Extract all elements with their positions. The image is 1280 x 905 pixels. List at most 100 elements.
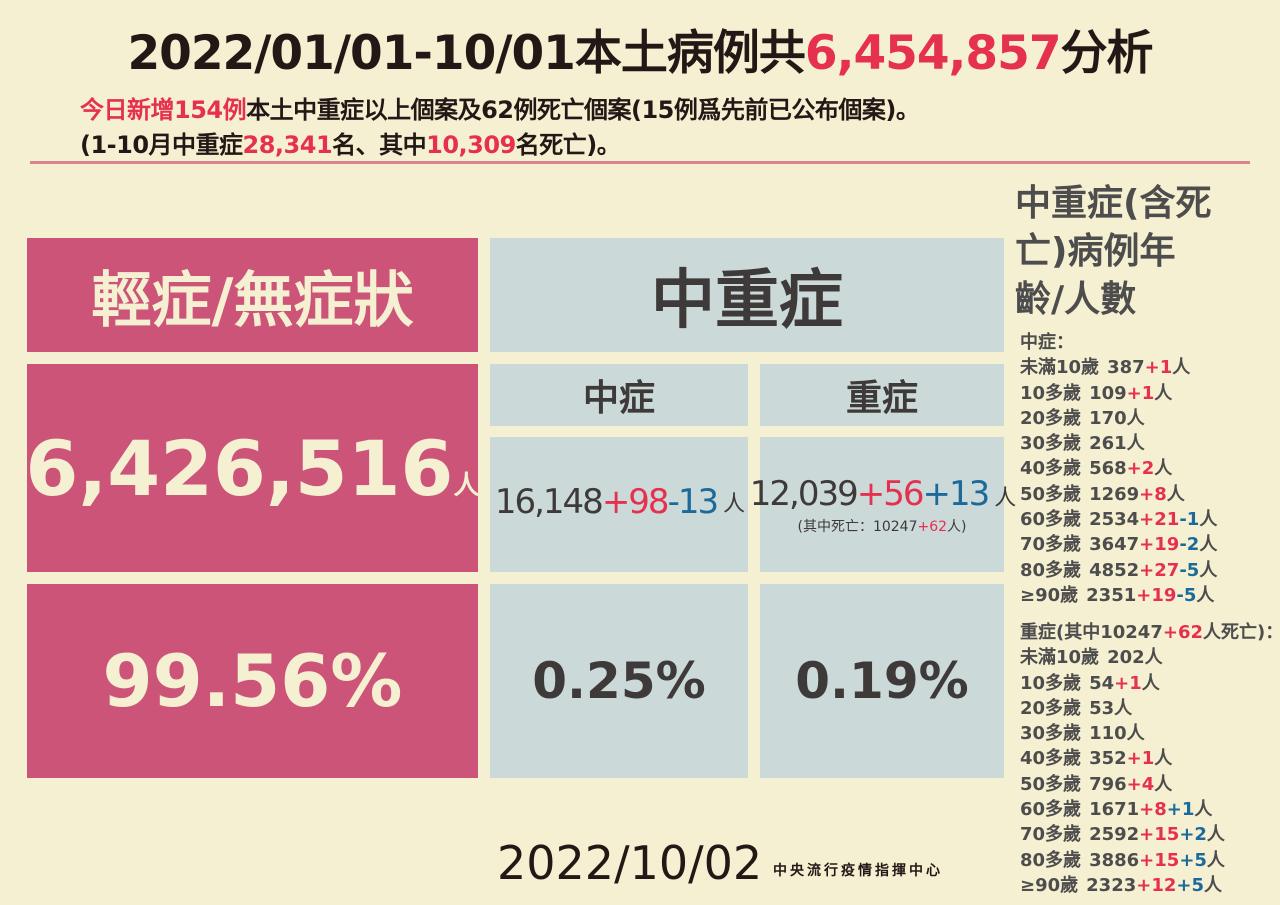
age-label: 60多歲 [1020,509,1082,531]
moderate-add: +98 [601,481,670,522]
age-unit: 人 [1114,697,1133,719]
summary-today: 今日新增154例 [80,96,247,124]
critical-count: 12,039+56+13 人 [749,473,1017,514]
summary-text: 名、其中 [332,131,427,159]
age-base: 53 [1089,697,1115,719]
age-label: 80多歲 [1020,849,1082,871]
summary-deaths-total: 10,309 [426,131,516,159]
age-unit: 人 [1126,433,1145,455]
age-add: +1 [1144,357,1173,379]
age-unit: 人 [1154,773,1173,795]
age-panel-title: 中重症(含死亡)病例年齡/人數 [1015,183,1212,320]
age-label: 10多歲 [1020,382,1082,404]
heading-add: +62 [1162,622,1203,643]
title-prefix: 2022/01/01-10/01本土病例共 [127,26,805,81]
age-label: 70多歲 [1020,534,1082,556]
age-add: +19 [1136,584,1177,606]
age-label: 60多歲 [1020,799,1082,821]
age-label: 30多歲 [1020,723,1082,745]
age-unit: 人 [1199,509,1218,531]
age-base: 202 [1107,647,1145,669]
critical-count-cell: 12,039+56+13 人 (其中死亡：10247+62人) [750,437,1016,572]
age-unit: 人 [1199,534,1218,556]
title-total: 6,454,857 [804,26,1062,81]
mild-percent: 99.56% [27,584,478,778]
age-row: 10多歲 54+1人 [1020,671,1280,696]
heading-suffix: 人死亡)： [1203,622,1280,643]
age-unit: 人 [1194,799,1213,821]
age-label: ≥90歲 [1020,584,1079,606]
age-add: +1 [1114,672,1142,694]
age-base: 1269 [1089,483,1140,505]
age-row: 未滿10歲 387+1人 [1020,355,1217,380]
age-add: +8 [1139,483,1167,505]
moderate-age-heading: 中症： [1020,332,1074,353]
age-base: 3886 [1089,849,1140,871]
age-row: 60多歲 1671+8+1人 [1020,797,1280,822]
critical-base: 12,039 [749,473,859,514]
age-row: ≥90歲 2323+12+5人 [1020,873,1280,898]
age-base: 110 [1089,723,1127,745]
age-base: 568 [1089,458,1127,480]
age-add: +2 [1126,458,1155,480]
age-row: 30多歲 110人 [1020,721,1280,746]
age-unit: 人 [1204,874,1222,896]
age-label: 50多歲 [1020,483,1082,505]
age-base: 170 [1089,407,1127,429]
age-base: 261 [1089,433,1127,455]
age-add: +1 [1126,748,1155,770]
age-row: 40多歲 568+2人 [1020,456,1217,481]
age-label: 80多歲 [1020,559,1082,581]
moderate-adj: -13 [667,481,720,522]
age-row: 40多歲 352+1人 [1020,746,1280,771]
critical-age-heading: 重症(其中10247+62人死亡)： [1020,620,1280,645]
age-unit: 人 [1144,647,1163,669]
age-base: 1671 [1089,799,1140,821]
age-label: 10多歲 [1020,672,1082,694]
age-unit: 人 [1154,382,1173,404]
age-add: +27 [1139,559,1180,581]
age-add: +8 [1139,799,1167,821]
age-base: 796 [1089,773,1127,795]
death-note-prefix: (其中死亡：10247 [797,518,918,535]
death-note-add: +62 [917,518,948,535]
mild-header: 輕症/無症狀 [27,238,478,352]
mild-count: 6,426,516 [25,423,454,513]
age-base: 2323 [1086,874,1137,896]
age-unit: 人 [1126,407,1145,429]
summary-line-1: 今日新增154例本土中重症以上個案及62例死亡個案(15例爲先前已公布個案)。 [80,90,920,125]
moderate-percent: 0.25% [490,584,748,778]
age-adj: +1 [1166,799,1195,821]
summary-text: 本土中重症以上個案及62例死亡個案(15例爲先前已公布個案)。 [246,96,920,124]
critical-percent: 0.19% [760,584,1004,778]
age-add: +15 [1139,849,1180,871]
critical-death-note: (其中死亡：10247+62人) [797,516,966,536]
moderate-label: 中症 [490,364,748,426]
summary-line-2: (1-10月中重症28,341名、其中10,309名死亡)。 [80,125,621,160]
critical-unit: 人 [994,485,1016,511]
death-note-suffix: 人) [947,518,967,535]
age-row: 80多歲 4852+27-5人 [1020,558,1217,583]
age-row: 70多歲 3647+19-2人 [1020,532,1217,557]
critical-add: +56 [856,473,925,514]
age-unit: 人 [1154,748,1173,770]
age-unit: 人 [1126,723,1145,745]
age-base: 109 [1089,382,1127,404]
age-add: +21 [1139,509,1180,531]
age-label: 20多歲 [1020,407,1082,429]
age-unit: 人 [1141,672,1160,694]
age-row: 70多歲 2592+15+2人 [1020,822,1280,847]
organization-name: 中央流行疫情指揮中心 [773,863,943,879]
age-unit: 人 [1206,824,1225,846]
critical-label: 重症 [760,364,1004,426]
critical-age-list: 重症(其中10247+62人死亡)： 未滿10歲 202人 10多歲 54+1人 20多… [1020,620,1280,898]
age-add: +4 [1126,773,1155,795]
age-base: 2592 [1089,824,1140,846]
age-adj: -1 [1179,509,1200,531]
age-row: 80多歲 3886+15+5人 [1020,848,1280,873]
age-row: 20多歲 53人 [1020,696,1280,721]
age-adj: +5 [1176,874,1204,896]
age-adj: -5 [1176,584,1197,606]
age-row: 50多歲 1269+8人 [1020,482,1217,507]
age-base: 54 [1089,672,1115,694]
